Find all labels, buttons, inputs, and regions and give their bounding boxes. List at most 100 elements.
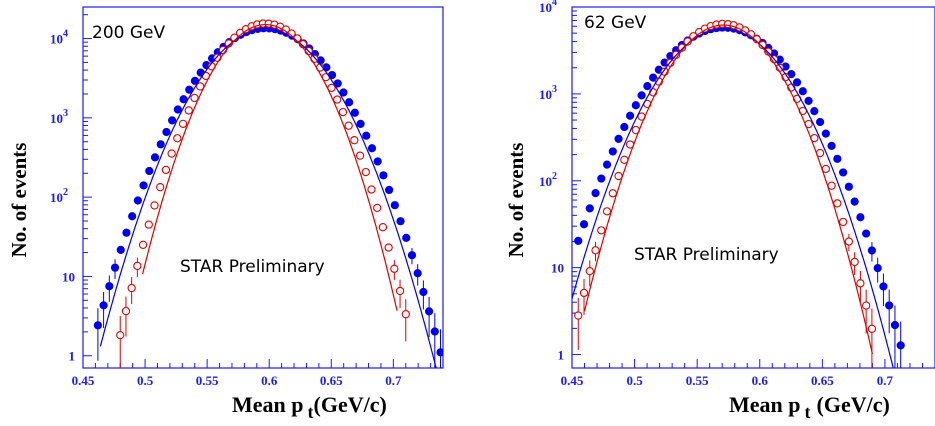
left-data-point-filled (110, 263, 120, 272)
left-x-tick-label: 0.65 (320, 373, 343, 388)
left-x-tick-label: 0.7 (385, 373, 402, 388)
left-data-point-open (178, 119, 188, 128)
right-x-tick-label: 0.7 (877, 373, 894, 388)
left-data-point-open (333, 95, 342, 104)
right-data-point-open (608, 189, 617, 198)
right-data-point-filled (827, 141, 836, 150)
right-fit-line-2 (572, 28, 894, 368)
left-data-point-filled (356, 119, 365, 128)
right-data-point-open (574, 311, 583, 320)
left-data-point-filled (396, 217, 405, 226)
right-data-point-filled (591, 189, 600, 198)
left-data-point-filled (99, 301, 108, 310)
left-data-point-open (378, 223, 388, 232)
right-panel: No. of events 62 GeV STAR Preliminary Me… (504, 13, 890, 422)
left-data-point-open (338, 107, 348, 117)
right-data-point-open (850, 257, 859, 267)
right-data-point-filled (833, 154, 842, 163)
left-x-tick-label: 0.5 (137, 373, 154, 388)
left-data-point-filled (402, 233, 411, 242)
right-data-point-filled (804, 96, 813, 105)
right-data-point-open (827, 181, 836, 190)
left-data-point-filled (133, 196, 142, 205)
right-y-axis-label: No. of events (504, 143, 528, 258)
right-data-point-filled (631, 101, 640, 110)
right-data-point-filled (885, 301, 894, 310)
left-plot-frame (82, 6, 444, 369)
left-data-point-filled (185, 85, 194, 94)
right-x-tick-label: 0.45 (561, 373, 584, 388)
right-data-point-open (597, 226, 606, 235)
left-y-tick-label: 1 (69, 349, 76, 364)
left-data-point-open (361, 167, 370, 177)
left-data-point-filled (385, 185, 394, 195)
left-data-point-filled (145, 166, 154, 176)
left-data-point-filled (345, 98, 354, 107)
left-data-point-filled (105, 282, 114, 291)
right-x-axis-label: Mean p t (GeV/c) (729, 392, 890, 422)
right-data-point-open (579, 288, 589, 298)
left-data-point-open (373, 203, 382, 213)
left-data-point-filled (116, 245, 125, 254)
left-data-point-filled (379, 171, 388, 180)
right-x-tick-label: 0.55 (686, 373, 709, 388)
right-x-tick-label: 0.5 (626, 373, 643, 388)
right-data-point-filled (620, 122, 629, 132)
left-y-tick-label: 104 (50, 29, 68, 47)
right-star-preliminary-label: STAR Preliminary (634, 245, 779, 265)
left-star-preliminary-label: STAR Preliminary (180, 257, 325, 277)
left-data-point-open (355, 151, 365, 160)
left-data-point-open (167, 149, 176, 158)
right-data-point-filled (625, 111, 635, 120)
left-data-point-open (161, 165, 171, 175)
right-data-point-filled (810, 107, 819, 116)
right-data-point-filled (867, 246, 877, 255)
left-data-point-filled (339, 88, 348, 97)
left-series-group (93, 19, 443, 368)
left-y-tick-label: 103 (50, 108, 68, 126)
left-data-point-filled (424, 307, 434, 316)
left-data-point-open (310, 54, 319, 63)
left-data-point-filled (390, 201, 399, 210)
right-y-tick-label: 104 (539, 0, 557, 15)
right-data-point-filled (643, 82, 652, 91)
left-data-point-filled (367, 144, 377, 153)
right-data-point-filled (839, 168, 848, 177)
left-data-point-open (184, 106, 193, 115)
right-series-group (572, 19, 905, 368)
left-panel-energy-label: 200 GeV (92, 23, 165, 43)
left-data-point-filled (128, 212, 137, 221)
left-data-point-open (190, 93, 199, 103)
right-x-tick-label: 0.65 (811, 373, 834, 388)
left-data-point-filled (362, 131, 371, 140)
left-data-point-filled (350, 108, 359, 117)
left-data-point-open (127, 283, 136, 293)
left-plot-area: 0.45 0.5 0.55 0.6 0.65 0.7 1 10 102 103 104 (50, 6, 444, 388)
left-data-point-filled (430, 327, 439, 336)
left-data-point-filled (373, 157, 382, 166)
right-data-point-filled (850, 197, 859, 206)
left-data-point-filled (168, 116, 177, 125)
left-data-point-filled (156, 140, 165, 149)
right-data-point-filled (856, 213, 865, 222)
left-data-point-open (156, 183, 165, 192)
right-data-point-filled (792, 78, 802, 87)
right-data-point-open (862, 301, 871, 310)
right-plot-frame (571, 6, 935, 369)
right-data-point-filled (637, 91, 646, 100)
right-data-point-filled (821, 129, 830, 138)
left-data-point-open (133, 261, 142, 271)
left-panel: No. of events 200 GeV STAR Preliminary M… (7, 23, 387, 422)
right-data-point-open (833, 199, 842, 208)
right-data-point-filled (815, 117, 825, 127)
left-data-point-filled (173, 105, 182, 114)
right-y-tick-label: 1 (558, 348, 565, 363)
right-data-point-open (602, 207, 612, 216)
right-fit-line-3 (583, 24, 873, 355)
right-data-point-filled (608, 147, 617, 156)
right-data-point-filled (844, 182, 853, 191)
left-data-point-filled (436, 348, 443, 357)
right-panel-energy-label: 62 GeV (584, 13, 647, 33)
left-data-point-filled (122, 228, 131, 237)
